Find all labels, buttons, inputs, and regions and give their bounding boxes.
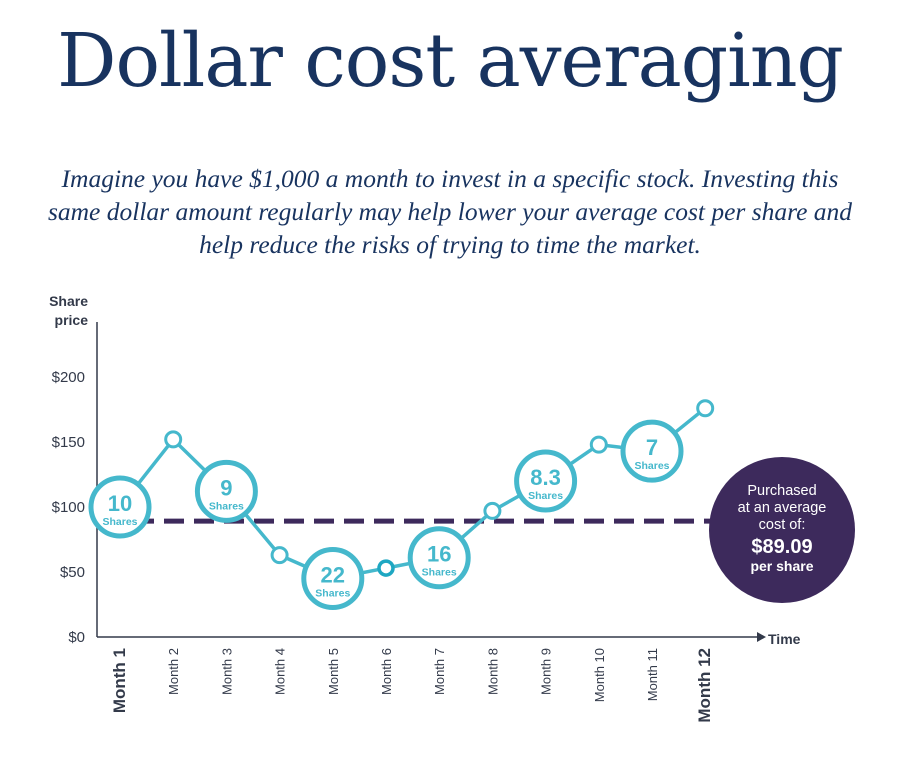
y-axis-title-line1: Share: [49, 293, 88, 309]
callout-unit: per share: [750, 558, 813, 574]
x-tick-label: Month 10: [592, 648, 607, 702]
callout-line1: Purchased: [747, 483, 816, 499]
share-bubble: [194, 459, 258, 523]
share-unit-label: Shares: [102, 516, 137, 528]
y-tick-label: $50: [60, 564, 85, 581]
share-unit-label: Shares: [422, 567, 457, 579]
y-axis-title-line2: price: [55, 312, 89, 328]
x-tick-label: Month 4: [273, 648, 288, 695]
share-count-label: 7: [646, 435, 658, 460]
x-tick-label: Month 8: [485, 648, 500, 695]
x-tick-label: Month 12: [695, 648, 714, 723]
x-axis-arrow: [757, 632, 766, 642]
average-callout: Purchased at an average cost of: $89.09 …: [709, 457, 855, 603]
price-point: [270, 546, 289, 565]
price-point: [696, 399, 715, 418]
average-callout-circle: [709, 457, 855, 603]
x-tick-label: Month 1: [110, 648, 129, 713]
share-count-label: 10: [108, 491, 132, 516]
x-tick-label: Month 5: [326, 648, 341, 695]
share-count-label: 9: [220, 475, 232, 500]
share-unit-label: Shares: [528, 490, 563, 502]
price-point: [589, 435, 608, 454]
y-tick-label: $200: [52, 369, 85, 386]
share-unit-label: Shares: [315, 588, 350, 600]
price-point: [377, 559, 395, 577]
page-subtitle: Imagine you have $1,000 a month to inves…: [47, 164, 853, 259]
marker-layer: 10Shares9Shares22Shares16Shares8.3Shares…: [88, 399, 715, 610]
price-point: [483, 501, 502, 520]
share-bubble: [407, 526, 471, 590]
share-bubble: [620, 419, 684, 483]
y-tick-label: $150: [52, 434, 85, 451]
y-tick-label: $100: [52, 499, 85, 516]
share-bubble: [301, 547, 365, 610]
share-unit-label: Shares: [209, 500, 244, 512]
x-axis-title: Time: [768, 631, 801, 647]
share-count-label: 16: [427, 542, 451, 567]
x-tick-label: Month 9: [539, 648, 554, 695]
page-title: Dollar cost averaging: [57, 18, 844, 104]
callout-line3: cost of:: [759, 517, 806, 533]
callout-line2: at an average: [738, 500, 827, 516]
axes: Share price Time $0 $50 $100 $150 $200 Month …: [49, 293, 801, 723]
share-bubble: [514, 449, 578, 513]
callout-value: $89.09: [751, 536, 812, 558]
x-tick-label: Month 2: [166, 648, 181, 695]
x-tick-label: Month 11: [645, 648, 660, 701]
share-unit-label: Shares: [634, 460, 669, 472]
y-tick-label: $0: [68, 629, 85, 646]
x-tick-label: Month 6: [379, 648, 394, 695]
x-tick-label: Month 3: [219, 648, 234, 695]
x-tick-label: Month 7: [432, 648, 447, 695]
price-point: [164, 430, 183, 449]
share-bubble: [88, 475, 152, 539]
share-count-label: 8.3: [530, 465, 561, 490]
share-count-label: 22: [321, 563, 345, 588]
